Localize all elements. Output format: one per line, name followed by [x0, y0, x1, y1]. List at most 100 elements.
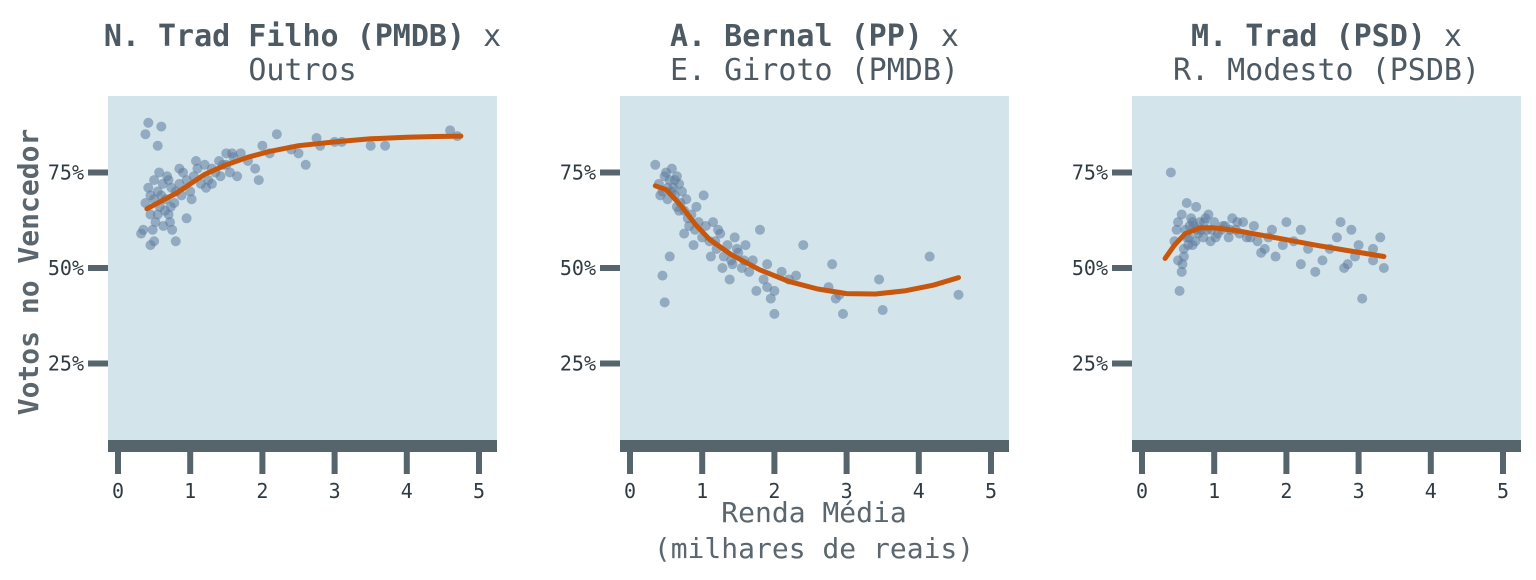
data-point: [924, 251, 935, 262]
x-tick-label: 4: [401, 479, 413, 503]
data-point: [311, 133, 322, 144]
data-point: [1342, 259, 1353, 270]
data-point: [1187, 217, 1198, 228]
data-point: [758, 274, 769, 285]
panel-background: [1132, 96, 1521, 440]
x-tick-label: 0: [624, 479, 636, 503]
data-point: [1176, 209, 1187, 220]
data-point: [445, 125, 456, 136]
data-point: [724, 274, 735, 285]
data-point: [253, 175, 264, 186]
data-point: [1375, 232, 1386, 243]
y-tick-label: 50%: [1072, 256, 1108, 280]
data-point: [837, 308, 848, 319]
panel-title: M. Trad (PSD) x: [1191, 19, 1462, 54]
data-point: [145, 209, 156, 220]
data-point: [1346, 224, 1357, 235]
data-point: [1183, 240, 1194, 251]
panel-title: N. Trad Filho (PMDB) x: [104, 19, 501, 54]
x-tick-label: 3: [1353, 479, 1365, 503]
panel-subtitle: E. Giroto (PMDB): [670, 53, 959, 88]
data-point: [1210, 232, 1221, 243]
x-axis-line: [108, 440, 497, 452]
panel-3: M. Trad (PSD) xR. Modesto (PSDB) 0 1 2 3 4 5 25…: [1072, 19, 1521, 503]
data-point: [776, 266, 787, 277]
data-point: [147, 224, 158, 235]
data-point: [1174, 285, 1185, 296]
data-point: [729, 232, 740, 243]
data-point: [666, 163, 677, 174]
data-point: [1310, 266, 1321, 277]
data-point: [1252, 236, 1263, 247]
trend-line: [144, 133, 464, 212]
data-point: [953, 289, 964, 300]
data-point: [1203, 209, 1214, 220]
data-point: [293, 148, 304, 159]
data-point: [257, 140, 268, 151]
data-point: [1173, 217, 1184, 228]
data-point: [1270, 251, 1281, 262]
data-point: [232, 171, 243, 182]
data-point: [1335, 217, 1346, 228]
data-point: [154, 167, 165, 178]
data-point: [1248, 220, 1259, 231]
data-point: [149, 236, 160, 247]
data-point: [380, 140, 391, 151]
data-point: [181, 213, 192, 224]
data-point: [754, 224, 765, 235]
x-axis-label-line1: Renda Média: [721, 496, 906, 529]
y-tick-label: 50%: [560, 256, 596, 280]
y-tick-label: 25%: [560, 352, 596, 376]
data-point: [798, 240, 809, 251]
panel-title-versus: x: [1426, 19, 1462, 54]
data-point: [166, 182, 177, 193]
x-tick-label: 1: [184, 479, 196, 503]
data-point: [655, 190, 666, 201]
x-tick-label: 2: [768, 479, 780, 503]
data-point: [1357, 293, 1368, 304]
panel-title-candidate: M. Trad (PSD): [1191, 19, 1426, 54]
data-point: [1176, 266, 1187, 277]
y-tick-label: 75%: [48, 160, 84, 184]
data-point: [705, 251, 716, 262]
x-tick-label: 1: [696, 479, 708, 503]
data-point: [727, 259, 738, 270]
data-point: [136, 228, 147, 239]
data-point: [659, 297, 670, 308]
data-point: [162, 171, 173, 182]
data-point: [1266, 224, 1277, 235]
data-point: [143, 117, 154, 128]
data-point: [657, 270, 668, 281]
data-point: [681, 194, 692, 205]
data-point: [874, 274, 885, 285]
data-point: [740, 240, 751, 251]
x-tick-label: 4: [913, 479, 925, 503]
x-tick-label: 0: [112, 479, 124, 503]
data-point: [769, 308, 780, 319]
x-axis-line: [620, 440, 1009, 452]
panel-2: A. Bernal (PP) xE. Giroto (PMDB) 0 1 2 3 4 5 25…: [560, 19, 1009, 503]
data-point: [827, 259, 838, 270]
data-point: [1165, 167, 1176, 178]
y-tick-label: 25%: [1072, 352, 1108, 376]
trend-line: [652, 183, 961, 297]
panel-title-versus: x: [923, 19, 959, 54]
panel-background: [620, 96, 1009, 440]
data-point: [143, 182, 154, 193]
data-point: [1209, 217, 1220, 228]
data-point: [765, 293, 776, 304]
data-point: [1232, 217, 1243, 228]
x-tick-label: 5: [473, 479, 485, 503]
data-point: [1295, 259, 1306, 270]
data-point: [698, 190, 709, 201]
x-tick-label: 5: [985, 479, 997, 503]
data-point: [1295, 224, 1306, 235]
data-point: [717, 263, 728, 273]
data-point: [174, 163, 185, 174]
x-tick-label: 3: [841, 479, 853, 503]
data-point: [769, 285, 780, 296]
panel-title: A. Bernal (PP) x: [670, 19, 959, 54]
panel-subtitle: R. Modesto (PSDB): [1173, 53, 1480, 88]
